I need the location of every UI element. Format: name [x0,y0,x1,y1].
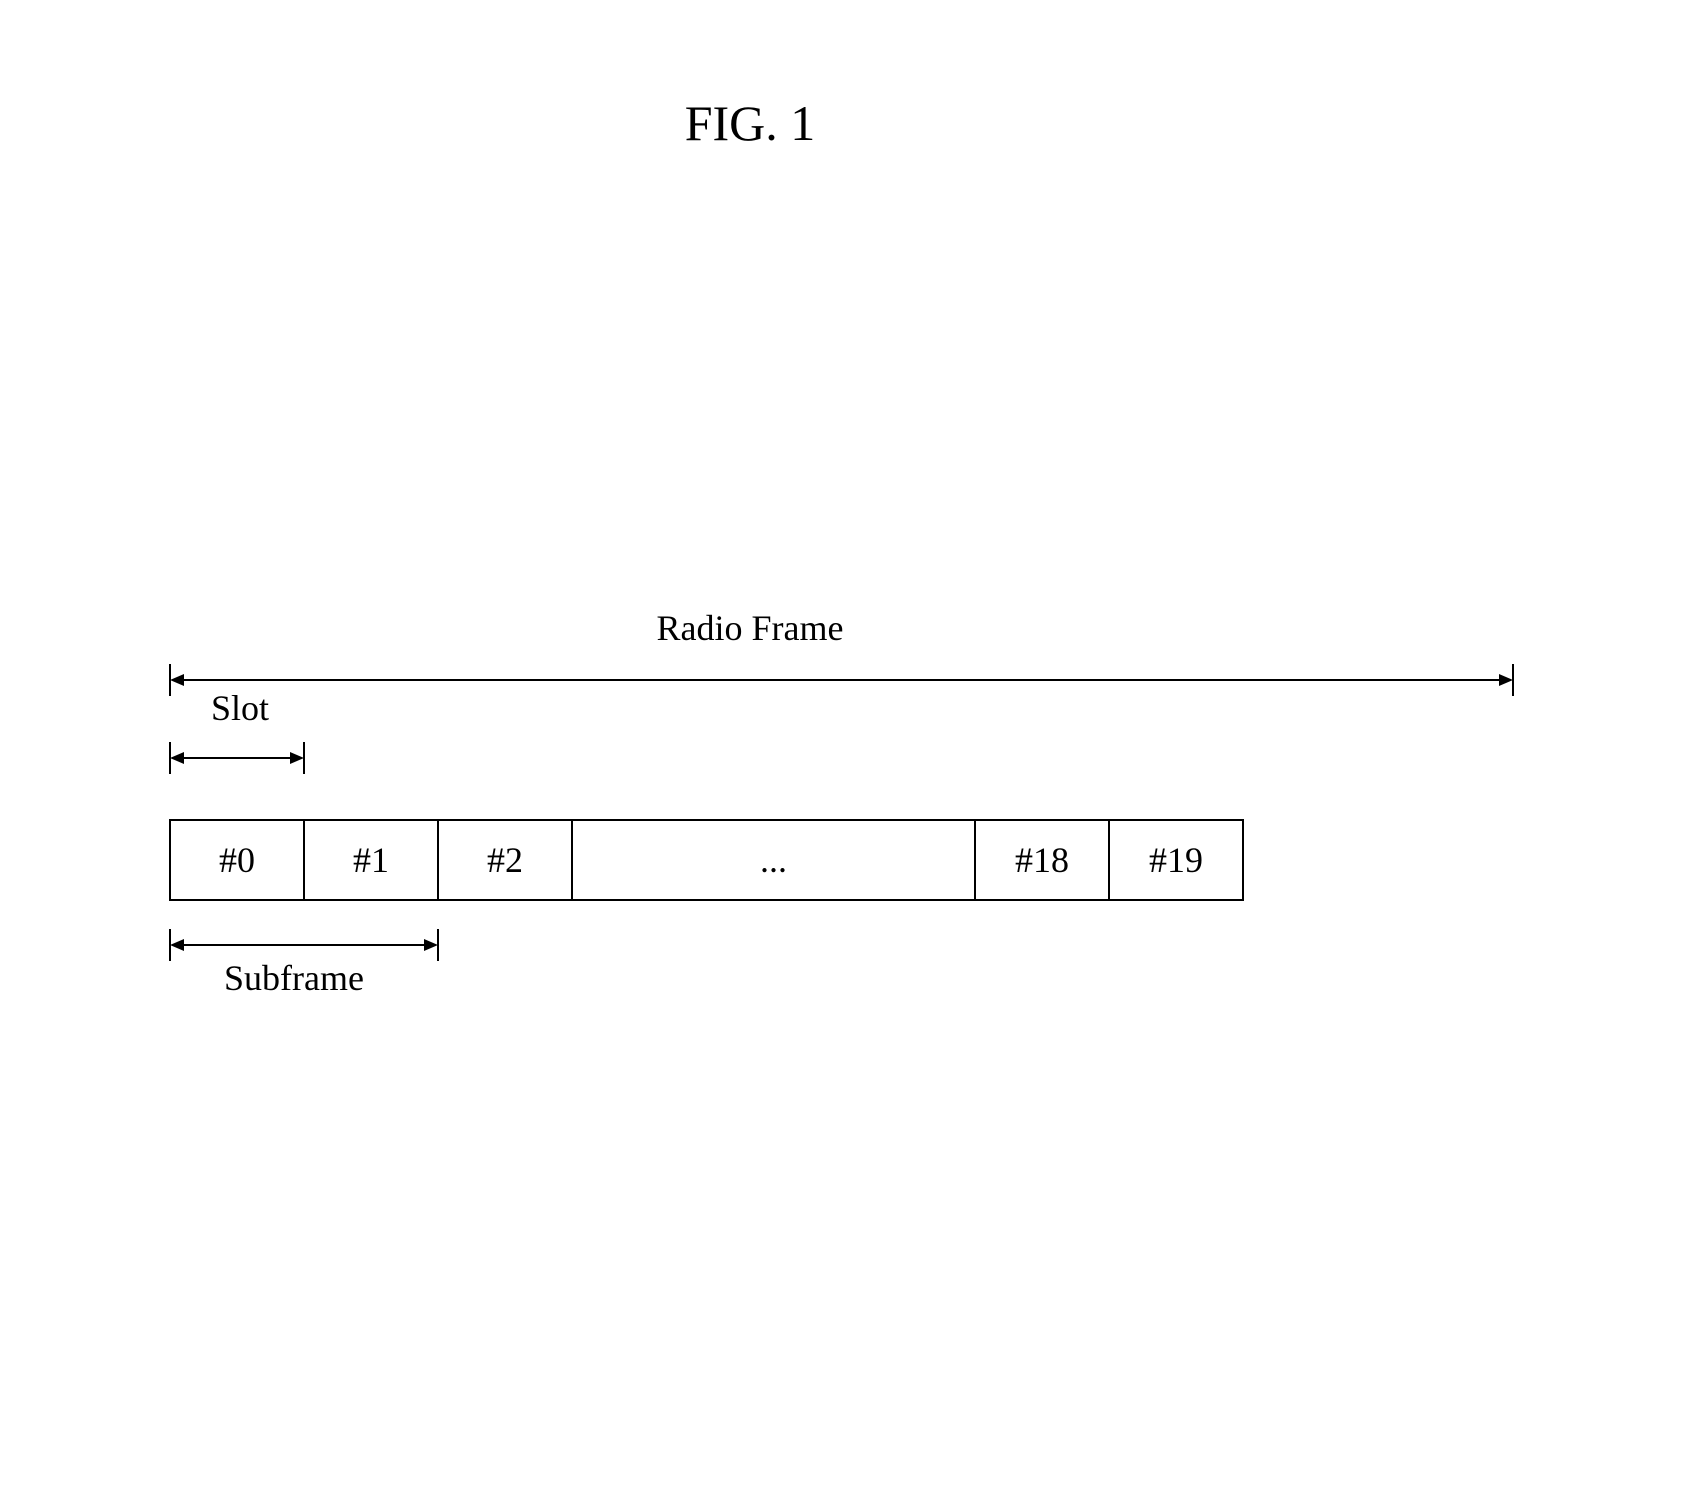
slot-label: Slot [211,688,269,728]
figure-title: FIG. 1 [685,95,816,151]
slot-cell-label: #18 [1015,840,1069,880]
figure-svg: FIG. 1 Radio Frame Slot #0 #1 #2... #18 #19 Subf… [0,0,1683,1512]
slot-cell-label: #0 [219,840,255,880]
slot-cell-label: #19 [1149,840,1203,880]
slot-cell-label: ... [760,840,787,880]
slot-cell-label: #1 [353,840,389,880]
subframe-label: Subframe [224,958,364,998]
radioframe-label: Radio Frame [657,608,844,648]
slot-cell-label: #2 [487,840,523,880]
figure-bg [0,0,1683,1512]
